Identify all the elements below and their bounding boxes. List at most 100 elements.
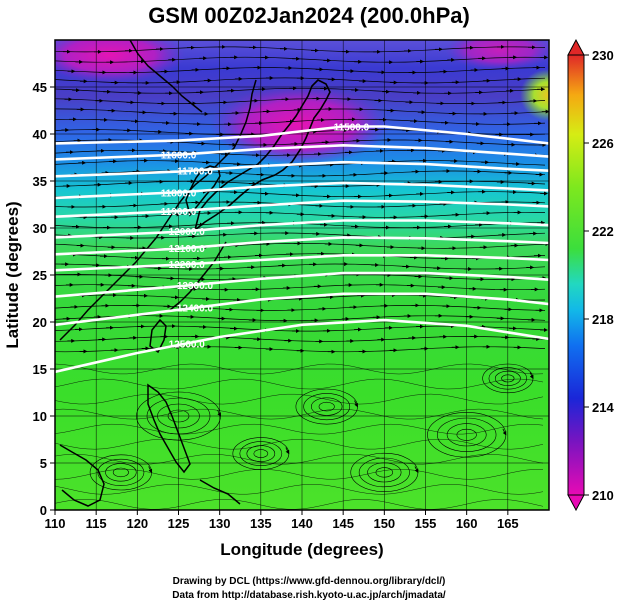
contour-label: 12000.0 [169, 227, 206, 238]
contour-label: 11800.0 [161, 188, 197, 199]
coastline-philippines [147, 383, 191, 474]
streamline [55, 438, 544, 450]
contour-line [55, 160, 549, 178]
x-tick-label: 130 [209, 516, 231, 531]
streamline-eddy [318, 401, 335, 412]
streamline-eddy [105, 463, 137, 482]
contour-label: 12200.0 [169, 260, 206, 271]
y-tick-label: 35 [33, 174, 47, 189]
contour-line [55, 318, 549, 374]
contour-line [55, 199, 549, 218]
contour-line [55, 125, 549, 145]
wind-arrow [529, 372, 534, 380]
colorbar-tick-label: 218 [592, 312, 614, 327]
colorbar-tick-label: 214 [592, 400, 614, 415]
wind-arrow [502, 428, 507, 436]
colorbar-bottom-cap [567, 494, 585, 512]
x-tick-label: 155 [415, 516, 437, 531]
y-tick-label: 20 [33, 315, 47, 330]
colorbar-top-cap [567, 38, 585, 56]
coastline-borneo [59, 444, 105, 507]
contour-label: 11500.0 [334, 122, 370, 133]
contour-line [55, 181, 549, 200]
contour-label: 11900.0 [161, 207, 197, 218]
coastline-new-guinea [199, 479, 241, 505]
height-contours: 11500.0 11600.0 11700.0 11800.0 11900.0 12000… [55, 122, 549, 374]
x-tick-label: 160 [456, 516, 478, 531]
x-tick-label: 110 [45, 516, 66, 531]
credit-drawing: Drawing by DCL (https://www.gfd-dennou.o… [173, 576, 446, 587]
contour-line [55, 236, 549, 256]
streamline [55, 423, 544, 435]
y-tick-label: 10 [33, 409, 47, 424]
contour-line [55, 271, 549, 298]
coastline-ryukyu [169, 241, 227, 311]
contour-label: 12100.0 [169, 244, 206, 255]
x-axis-ticks: 110 115 120 125 130 135 140 145 150 155 160 165 [45, 510, 519, 531]
field-anomaly-purple [55, 40, 185, 83]
streamline-eddy [303, 393, 351, 421]
streamline [55, 393, 544, 405]
contour-line [55, 143, 549, 161]
streamline-eddy [311, 397, 343, 416]
x-axis-label: Longitude (degrees) [220, 540, 383, 559]
coastline-northwest [129, 40, 203, 113]
colorbar-body [567, 54, 585, 496]
wind-arrow [148, 466, 153, 474]
contour-label: 11600.0 [161, 151, 197, 162]
coastline-japan [193, 79, 331, 233]
x-tick-label: 125 [168, 516, 190, 531]
x-tick-label: 135 [250, 516, 272, 531]
streamline-eddy [112, 467, 129, 478]
streamline [55, 98, 546, 104]
field-anomaly-purple [445, 40, 549, 70]
streamline [55, 232, 546, 239]
x-tick-label: 150 [373, 516, 395, 531]
contour-line [55, 292, 549, 327]
colorbar-tick-label: 230 [592, 48, 614, 63]
wind-arrow [354, 400, 358, 408]
colorbar-tick-label: 210 [592, 488, 614, 503]
coastline-taiwan [149, 318, 167, 354]
contour-line [55, 254, 549, 272]
wind-arrow [285, 447, 290, 455]
y-tick-label: 15 [33, 362, 47, 377]
y-tick-label: 30 [33, 221, 47, 236]
streamline [55, 408, 544, 420]
streamline [55, 378, 544, 390]
x-tick-label: 145 [332, 516, 354, 531]
y-axis-ticks: 0 5 10 15 20 25 30 35 40 45 [33, 80, 55, 518]
credit-data: Data from http://database.rish.kyoto-u.a… [172, 590, 446, 601]
coastline-china [59, 79, 257, 341]
wind-arrow [217, 409, 221, 417]
contour-label: 12300.0 [177, 281, 214, 292]
y-tick-label: 40 [33, 127, 47, 142]
colorbar-ticks: 210 214 218 222 226 230 [584, 48, 614, 503]
streamline [55, 484, 544, 495]
y-tick-label: 5 [40, 456, 47, 471]
contour-label: 11700.0 [177, 166, 213, 177]
colorbar: 210 214 218 222 226 230 [567, 38, 614, 512]
x-tick-label: 115 [86, 516, 107, 531]
plot-area: 11500.0 11600.0 11700.0 11800.0 11900.0 12000… [55, 40, 549, 510]
wind-arrow [414, 466, 419, 474]
x-tick-label: 120 [126, 516, 148, 531]
y-tick-label: 45 [33, 80, 47, 95]
chart-title: GSM 00Z02Jan2024 (200.0hPa) [148, 3, 470, 28]
contour-line [55, 219, 549, 239]
streamline [55, 469, 543, 480]
streamline [55, 499, 544, 510]
contour-label: 12400.0 [177, 304, 214, 315]
streamline [55, 284, 546, 291]
colorbar-tick-label: 226 [592, 136, 614, 151]
field-anomaly-yellow [520, 69, 549, 121]
colorbar-tick-label: 222 [592, 224, 614, 239]
y-tick-label: 0 [40, 503, 47, 518]
y-tick-label: 25 [33, 268, 47, 283]
y-axis-label: Latitude (degrees) [3, 201, 22, 348]
streamline [55, 363, 544, 375]
x-tick-label: 165 [497, 516, 519, 531]
x-tick-label: 140 [291, 516, 313, 531]
contour-label: 12500.0 [169, 339, 206, 350]
